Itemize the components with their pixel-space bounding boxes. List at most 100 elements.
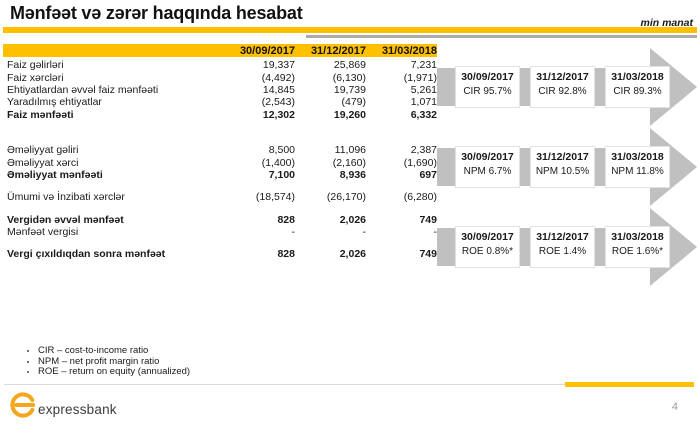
ratio-value: ROE 0.8%* xyxy=(461,246,514,257)
row-label: Faiz mənfəəti xyxy=(7,108,74,121)
ratio-box: 31/12/2017 ROE 1.4% xyxy=(530,226,595,268)
table-header-row: 30/09/2017 31/12/2017 31/03/2018 xyxy=(3,44,437,57)
row-value: 25,869 xyxy=(333,59,366,72)
table-row: Faiz xərcləri (4,492) (6,130) (1,971) xyxy=(3,71,437,84)
row-label: Ehtiyatlardan əvvəl faiz mənfəəti xyxy=(7,83,159,96)
footnote-item: NPM – net profit margin ratio xyxy=(38,356,190,368)
table-section-pretax: Vergidən əvvəl mənfəət 828 2,026 749 Mən… xyxy=(3,214,437,239)
row-value: (4,492) xyxy=(261,71,295,84)
row-value: 19,260 xyxy=(333,108,366,121)
table-section-net: Vergi çıxıldıqdan sonra mənfəət 828 2,02… xyxy=(3,248,437,260)
row-label: Faiz gəlirləri xyxy=(7,59,64,72)
table-row: Yaradılmış ehtiyatlar (2,543) (479) 1,07… xyxy=(3,96,437,108)
ratio-value: CIR 89.3% xyxy=(613,86,662,97)
row-label: Əməliyyat xərci xyxy=(7,156,79,169)
row-value: 8,500 xyxy=(268,144,295,157)
row-value: (1,971) xyxy=(403,71,437,84)
row-value: 2,026 xyxy=(339,248,366,261)
row-value: 14,845 xyxy=(262,83,295,96)
row-label: Yaradılmış ehtiyatlar xyxy=(7,96,102,109)
ratio-box: 31/03/2018 ROE 1.6%* xyxy=(605,226,670,268)
ratio-value: NPM 10.5% xyxy=(535,166,590,177)
ratio-date: 31/03/2018 xyxy=(611,71,664,83)
row-value: - xyxy=(433,226,438,239)
ratio-value: ROE 1.6%* xyxy=(611,246,664,257)
ratio-box: 31/03/2018 NPM 11.8% xyxy=(605,146,670,188)
ratio-date: 30/09/2017 xyxy=(461,71,514,83)
row-value: (6,130) xyxy=(332,71,366,84)
ratio-box: 31/03/2018 CIR 89.3% xyxy=(605,66,670,108)
table-row-total: Vergidən əvvəl mənfəət 828 2,026 749 xyxy=(3,214,437,226)
column-header: 30/09/2017 xyxy=(239,44,295,57)
row-label: Vergidən əvvəl mənfəət xyxy=(7,213,124,226)
pnl-table: 30/09/2017 31/12/2017 31/03/2018 Faiz gə… xyxy=(3,44,437,261)
ratio-arrow-npm: 30/09/2017 NPM 6.7% 31/12/2017 NPM 10.5%… xyxy=(437,127,698,207)
footer-divider xyxy=(4,384,565,385)
row-value: 697 xyxy=(419,168,437,181)
title-underline xyxy=(3,27,697,33)
table-row-total: Əməliyyat mənfəəti 7,100 8,936 697 xyxy=(3,169,437,181)
row-value: 7,100 xyxy=(268,168,295,181)
row-value: (2,160) xyxy=(332,156,366,169)
ratio-date: 31/12/2017 xyxy=(536,231,589,243)
row-value: 749 xyxy=(419,248,437,261)
row-value: 749 xyxy=(419,213,437,226)
table-row: Ümumi və İnzibati xərclər (18,574) (26,1… xyxy=(3,191,437,203)
page-number: 4 xyxy=(671,401,678,413)
ratio-date: 30/09/2017 xyxy=(461,231,514,243)
table-row-total: Faiz mənfəəti 12,302 19,260 6,332 xyxy=(3,109,437,121)
ratio-value: CIR 95.7% xyxy=(463,86,512,97)
row-value: 2,026 xyxy=(339,213,366,226)
table-section-admin: Ümumi və İnzibati xərclər (18,574) (26,1… xyxy=(3,191,437,203)
ratio-arrow-roe: 30/09/2017 ROE 0.8%* 31/12/2017 ROE 1.4%… xyxy=(437,207,698,287)
ratio-value: NPM 11.8% xyxy=(611,166,664,177)
column-header: 31/12/2017 xyxy=(310,44,366,57)
ratio-value: CIR 92.8% xyxy=(538,86,587,97)
row-value: 12,302 xyxy=(262,108,295,121)
expressbank-logo: expressbank xyxy=(8,390,117,420)
table-row: Əməliyyat xərci (1,400) (2,160) (1,690) xyxy=(3,156,437,169)
row-value: (26,170) xyxy=(326,191,366,204)
table-row: Faiz gəlirləri 19,337 25,869 7,231 xyxy=(3,59,437,71)
row-value: 19,337 xyxy=(262,59,295,72)
row-value: 7,231 xyxy=(410,59,437,72)
row-value: (2,543) xyxy=(261,96,295,109)
row-value: 2,387 xyxy=(410,144,437,157)
ratio-date: 31/12/2017 xyxy=(536,71,589,83)
column-header: 31/03/2018 xyxy=(381,44,437,57)
footnote-item: CIR – cost-to-income ratio xyxy=(38,345,190,357)
table-section-interest: Faiz gəlirləri 19,337 25,869 7,231 Faiz … xyxy=(3,59,437,121)
ratio-date: 30/09/2017 xyxy=(461,151,514,163)
footnote-list: CIR – cost-to-income ratio NPM – net pro… xyxy=(24,345,190,378)
row-value: (1,690) xyxy=(403,156,437,169)
row-value: 828 xyxy=(277,248,295,261)
row-label: Ümumi və İnzibati xərclər xyxy=(7,191,125,204)
row-value: 11,096 xyxy=(334,144,366,157)
row-value: (1,400) xyxy=(261,156,295,169)
row-value: (18,574) xyxy=(255,191,295,204)
row-value: 5,261 xyxy=(410,83,437,96)
row-value: - xyxy=(291,226,296,239)
ratio-value: NPM 6.7% xyxy=(463,166,512,177)
ratio-box: 30/09/2017 ROE 0.8%* xyxy=(455,226,520,268)
table-row: Mənfəət vergisi - - - xyxy=(3,226,437,238)
table-row: Ehtiyatlardan əvvəl faiz mənfəəti 14,845… xyxy=(3,84,437,96)
table-row-total: Vergi çıxıldıqdan sonra mənfəət 828 2,02… xyxy=(3,248,437,260)
row-label: Mənfəət vergisi xyxy=(7,226,79,239)
ratio-date: 31/03/2018 xyxy=(611,231,664,243)
page-title: Mənfəət və zərər haqqında hesabat xyxy=(10,3,303,23)
ratio-date: 31/12/2017 xyxy=(536,151,589,163)
row-value: 6,332 xyxy=(410,108,437,121)
footer-accent-bar xyxy=(565,382,694,387)
expressbank-e-icon xyxy=(10,392,36,418)
title-underline-secondary xyxy=(306,35,697,38)
table-section-operating: Əməliyyat gəliri 8,500 11,096 2,387 Əməl… xyxy=(3,144,437,181)
row-label: Vergi çıxıldıqdan sonra mənfəət xyxy=(7,248,166,261)
row-value: 8,936 xyxy=(339,168,366,181)
row-value: (479) xyxy=(341,96,366,109)
row-label: Əməliyyat mənfəəti xyxy=(7,168,103,181)
ratio-box: 30/09/2017 CIR 95.7% xyxy=(455,66,520,108)
unit-label: min manat xyxy=(640,17,693,29)
row-label: Əməliyyat gəliri xyxy=(7,144,79,157)
